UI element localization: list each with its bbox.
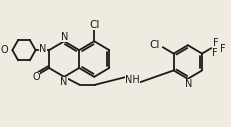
Text: N: N [185, 79, 192, 89]
Text: N: N [40, 44, 47, 54]
Text: F: F [220, 44, 225, 54]
Text: O: O [32, 72, 40, 82]
Text: O: O [1, 45, 9, 55]
Text: N: N [61, 77, 68, 87]
Text: F: F [213, 38, 219, 48]
Text: Cl: Cl [149, 40, 160, 50]
Text: N: N [61, 32, 69, 42]
Text: Cl: Cl [89, 20, 99, 30]
Text: NH: NH [125, 75, 140, 85]
Text: F: F [212, 48, 218, 58]
